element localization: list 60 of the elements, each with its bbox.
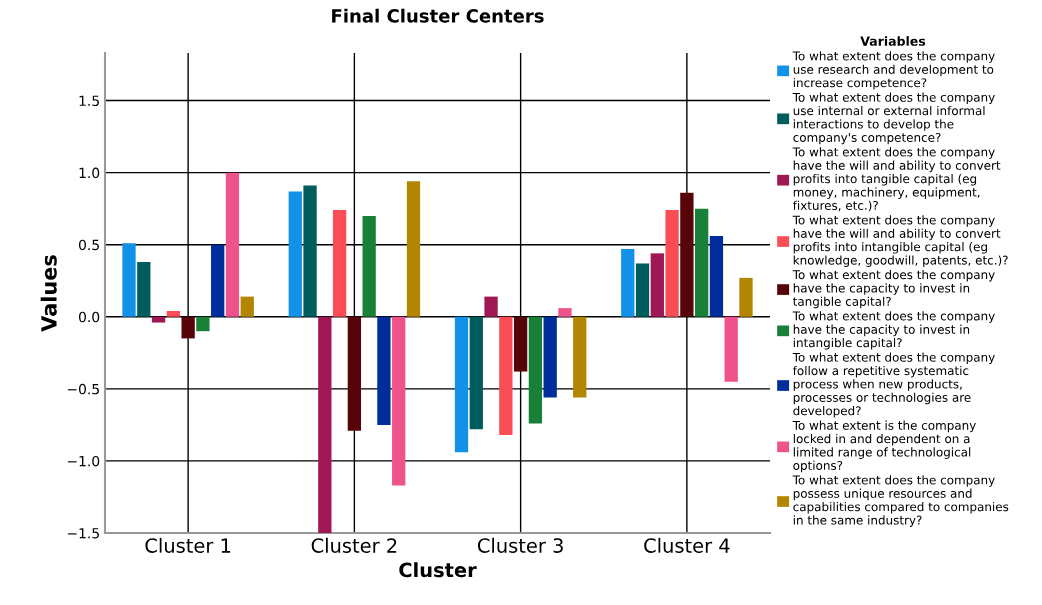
x-axis-title: Cluster <box>399 562 477 578</box>
y-tick-label: −0.5 <box>67 383 99 395</box>
bar <box>635 263 650 317</box>
legend-label: To what extent does the company use internal or external informal interactions to develop the company's competence? <box>792 92 995 145</box>
x-tick-label: Cluster 2 <box>311 537 397 553</box>
legend-label: To what extent does the company use research and development to increase competence? <box>792 51 995 90</box>
legend-label: To what extent does the company possess unique resources and capabilities compared to companies in the same industry? <box>792 475 1009 527</box>
y-tick-label: −1.0 <box>67 455 100 467</box>
bar <box>211 244 225 317</box>
bar <box>680 192 694 317</box>
bar <box>288 191 302 317</box>
bar <box>377 316 391 425</box>
bar <box>362 215 376 317</box>
bar <box>347 316 362 431</box>
bar <box>122 243 136 317</box>
bar <box>543 316 557 398</box>
legend-label: To what extent is the company locked in and dependent on a limited range of technological options? <box>792 420 976 473</box>
x-tick-label: Cluster 4 <box>644 537 730 553</box>
bar <box>665 210 679 317</box>
bar <box>739 277 753 317</box>
bar <box>469 316 483 430</box>
bar <box>240 296 254 317</box>
legend-label: To what extent does the company have the will and ability to convert profits into intangible capital (eg knowledge, goodwill, patents, etc.)? <box>792 215 1008 267</box>
y-tick-label: −1.5 <box>67 528 99 539</box>
bar <box>392 316 406 486</box>
bar <box>137 262 151 317</box>
bar <box>484 296 498 317</box>
bar <box>318 316 332 533</box>
bar <box>621 249 635 317</box>
bar <box>528 316 543 424</box>
legend-label: To what extent does the company have the capacity to invest in tangible capital? <box>792 269 995 309</box>
legend-title: Variables <box>860 36 926 46</box>
bar <box>225 172 240 317</box>
y-tick-label: 1.5 <box>79 95 99 107</box>
bar <box>724 316 738 382</box>
y-tick-label: 1.0 <box>79 167 100 179</box>
y-tick-label: 0.0 <box>78 311 100 323</box>
y-axis-title: Values <box>40 255 57 332</box>
bar <box>695 208 709 317</box>
legend-label: To what extent does the company have the will and ability to convert profits into tangible capital (eg money, machinery, equipment, fixtures, etc.)? <box>792 147 1001 212</box>
bar <box>558 308 572 317</box>
bar <box>499 316 513 435</box>
x-tick-label: Cluster 3 <box>477 537 563 553</box>
bar <box>573 316 587 398</box>
legend-label: To what extent does the company follow a repetitive systematic process when new products, processes or technologies are developed? <box>792 352 995 418</box>
bar <box>196 316 210 332</box>
bar <box>406 181 421 317</box>
bar <box>332 210 347 317</box>
bar <box>650 253 664 317</box>
bar <box>303 185 317 317</box>
bar <box>709 236 724 317</box>
bar <box>181 316 195 339</box>
x-tick-label: Cluster 1 <box>145 537 231 553</box>
y-tick-label: 0.5 <box>78 239 99 251</box>
chart-title: Final Cluster Centers <box>332 8 544 23</box>
bar <box>454 316 469 453</box>
bar <box>151 316 166 323</box>
legend-label: To what extent does the company have the capacity to invest in intangible capital? <box>792 311 995 350</box>
bar <box>166 311 180 317</box>
bar <box>513 316 528 372</box>
